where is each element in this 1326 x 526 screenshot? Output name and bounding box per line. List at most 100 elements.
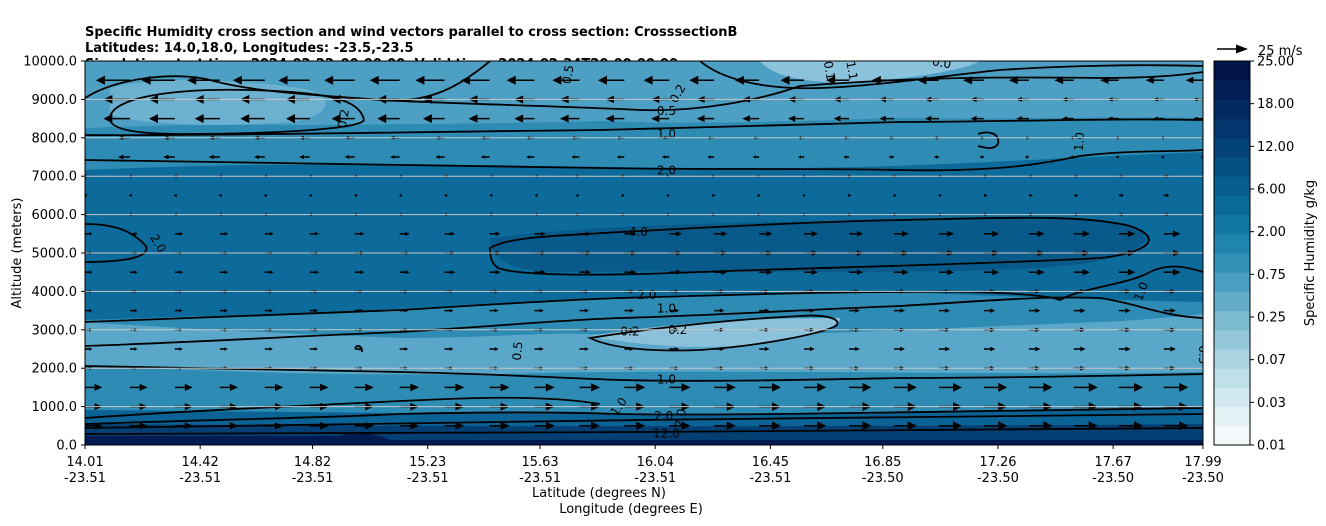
colorbar-segment xyxy=(1214,310,1250,331)
x-tick-label-latitude: 17.67 xyxy=(1095,455,1132,470)
x-tick-label-latitude: 14.82 xyxy=(294,455,331,470)
wind-vector-head xyxy=(455,421,465,430)
wind-vector-head xyxy=(134,347,138,351)
wind-vector-head xyxy=(410,383,420,392)
wind-vector-head xyxy=(990,308,996,313)
colorbar-label: Specific Humidity g/kg xyxy=(1303,180,1318,326)
wind-vector-head xyxy=(726,421,736,431)
wind-vector-head xyxy=(571,155,575,159)
contour-label: 12.0 xyxy=(653,426,680,440)
x-tick-label-latitude: 16.04 xyxy=(637,455,674,470)
x-tick-label-latitude: 14.01 xyxy=(66,455,103,470)
x-axis-label-latitude: Latitude (degrees N) xyxy=(532,486,666,501)
wind-vector-head xyxy=(1127,268,1136,276)
wind-vector-head xyxy=(94,422,103,430)
wind-vector-head xyxy=(585,269,592,275)
wind-vector-head xyxy=(232,75,242,85)
wind-vector-head xyxy=(1153,116,1158,121)
wind-vector-head xyxy=(184,383,193,391)
contour-label: 0.1 xyxy=(821,60,838,81)
wind-vector-head xyxy=(674,308,680,313)
y-tick-label: 7000.0 xyxy=(32,170,78,185)
wind-vector-head xyxy=(917,75,927,85)
contour-line-1.0-blob xyxy=(977,131,1000,149)
wind-vector-head xyxy=(636,383,646,392)
colorbar-segment xyxy=(1214,349,1250,369)
wind-vector-head xyxy=(1100,76,1109,84)
wind-vector-head xyxy=(696,115,705,123)
colorbar-segment xyxy=(1214,272,1250,292)
contour-line-2.0-near-surface xyxy=(85,407,1203,425)
wind-vector-head xyxy=(539,347,544,351)
wind-vector-head xyxy=(621,193,625,198)
wind-vector-head xyxy=(826,75,836,85)
wind-vector-head xyxy=(772,421,782,431)
wind-vector-head xyxy=(1054,76,1064,85)
y-tick-label: 1000.0 xyxy=(32,400,78,415)
wind-vector-head xyxy=(900,308,906,313)
wind-vector-head xyxy=(365,383,374,392)
wind-vector-head xyxy=(187,75,197,85)
wind-vector-head xyxy=(494,347,499,351)
x-tick-label-longitude: -23.50 xyxy=(977,471,1019,486)
wind-vector-head xyxy=(468,114,478,123)
colorbar-segment xyxy=(1214,233,1250,254)
wind-vector-head xyxy=(811,269,818,275)
contour-line-2.0-upper xyxy=(85,149,1203,172)
wind-vector-head xyxy=(681,383,691,392)
wind-vector-head xyxy=(1061,116,1068,121)
wind-vector-head xyxy=(862,421,872,431)
wind-vector-head xyxy=(576,193,580,198)
wind-vector-head xyxy=(629,308,635,313)
colorbar-tick-label: 0.07 xyxy=(1257,353,1286,368)
title-line-2: Latitudes: 14.0,18.0, Longitudes: -23.5,… xyxy=(85,41,414,56)
contour-label: 1.0 xyxy=(1072,132,1088,152)
wind-vector-head xyxy=(58,114,67,123)
wind-vector-head xyxy=(676,269,682,275)
wind-vector-head xyxy=(540,269,546,275)
contour-label: 0.0 xyxy=(931,54,952,71)
wind-vector-head xyxy=(444,193,448,198)
wind-vector-head xyxy=(359,347,364,351)
wind-vector-head xyxy=(798,155,802,159)
wind-vector-head xyxy=(1088,421,1098,431)
wind-vector-head xyxy=(50,76,59,85)
wind-vector-head xyxy=(1029,193,1033,198)
wind-vector-head xyxy=(179,347,183,351)
x-tick-label-latitude: 16.45 xyxy=(752,455,789,470)
x-tick-label-longitude: -23.51 xyxy=(179,471,221,486)
wind-vector-head xyxy=(269,270,274,275)
wind-vector-head xyxy=(907,421,917,431)
wind-vector-head xyxy=(184,422,193,430)
wind-vector-head xyxy=(888,155,892,159)
wind-vector-head xyxy=(1082,230,1090,238)
contour-label: 0.2 xyxy=(620,325,639,339)
wind-vector-head xyxy=(992,230,1000,237)
colorbar-segment xyxy=(1214,425,1250,446)
wind-vector-head xyxy=(689,75,699,85)
wind-vector-head xyxy=(585,231,592,237)
wind-vector-head xyxy=(1206,194,1209,198)
wind-vector-head xyxy=(970,115,977,122)
wind-vector-head xyxy=(952,382,962,392)
colorbar-frame xyxy=(1213,60,1251,446)
y-gridlines xyxy=(85,98,1203,408)
wind-vector-head xyxy=(721,269,728,275)
colorbar-segment xyxy=(1214,118,1250,139)
wind-vector-head xyxy=(526,155,530,159)
x-tick-label-latitude: 14.42 xyxy=(182,455,219,470)
wind-vector-head xyxy=(681,421,691,431)
wind-vector-head xyxy=(353,193,357,198)
wind-vector-head xyxy=(240,114,250,124)
wind-vector-head xyxy=(1125,308,1131,314)
wind-vector-head xyxy=(902,269,909,276)
wind-vector-head xyxy=(719,346,725,352)
wind-vector-head xyxy=(506,75,516,85)
colorbar-tick-label: 25.00 xyxy=(1257,55,1294,70)
contour-line-2.0-left xyxy=(85,223,148,263)
y-tick-label: 0.0 xyxy=(56,439,77,454)
wind-vector-head xyxy=(450,231,456,236)
colorbar-tick-label: 0.01 xyxy=(1257,439,1286,454)
wind-vector-head xyxy=(285,114,295,124)
wind-vector-head xyxy=(331,114,341,124)
